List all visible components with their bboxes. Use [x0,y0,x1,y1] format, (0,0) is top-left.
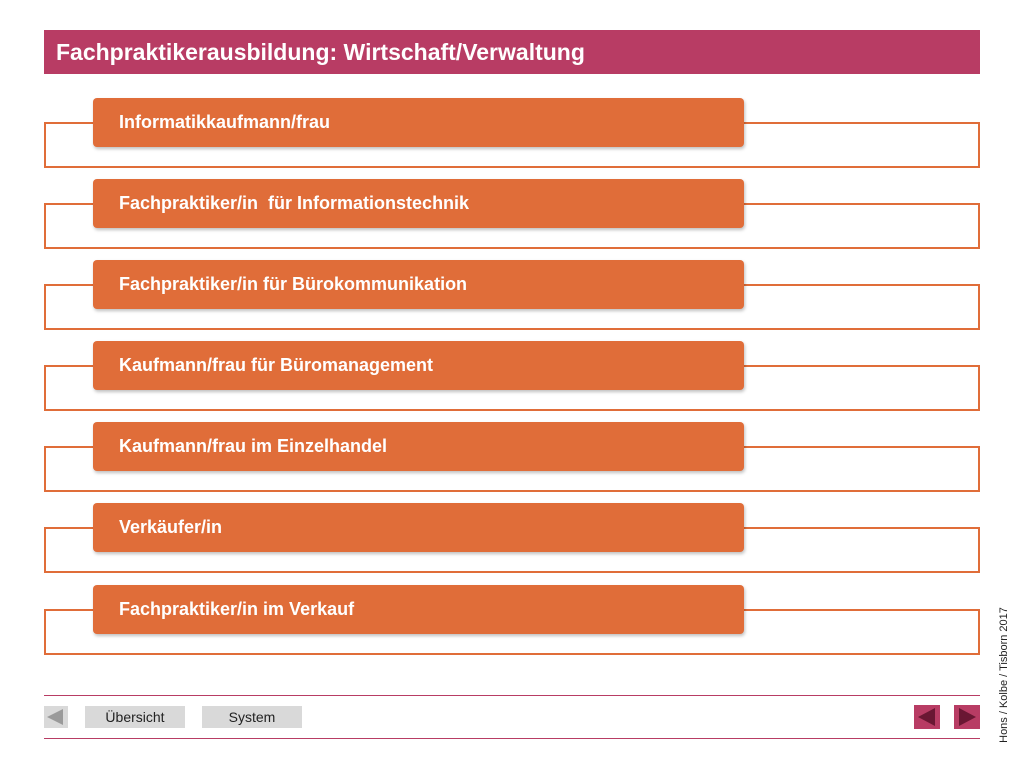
prev-slide-button[interactable] [914,705,940,729]
item-label: Informatikkaufmann/frau [119,112,331,132]
page-title: Fachpraktikerausbildung: Wirtschaft/Verw… [56,39,585,65]
triangle-left-icon [47,709,63,725]
item-label: Fachpraktiker/in für Bürokommunikation [119,274,468,294]
item-box[interactable]: Informatikkaufmann/frau [93,98,744,147]
divider-top [44,695,980,696]
divider-bottom [44,738,980,739]
uebersicht-button[interactable]: Übersicht [85,706,185,728]
item-box[interactable]: Fachpraktiker/in im Verkauf [93,585,744,634]
credit-text: Hons / Kolbe / Tisborn 2017 [998,607,1010,743]
back-button[interactable] [44,706,68,728]
triangle-left-icon [918,708,935,726]
item-label: Kaufmann/frau für Büromanagement [119,355,434,375]
item-box[interactable]: Verkäufer/in [93,503,744,552]
list-item: Fachpraktiker/in im Verkauf [44,585,980,655]
item-box[interactable]: Kaufmann/frau im Einzelhandel [93,422,744,471]
title-bar: Fachpraktikerausbildung: Wirtschaft/Verw… [44,30,980,74]
item-label: Fachpraktiker/in im Verkauf [119,599,355,619]
triangle-right-icon [959,708,976,726]
item-box[interactable]: Kaufmann/frau für Büromanagement [93,341,744,390]
next-slide-button[interactable] [954,705,980,729]
item-label: Kaufmann/frau im Einzelhandel [119,436,388,456]
item-box[interactable]: Fachpraktiker/in für Informationstechnik [93,179,744,228]
system-button[interactable]: System [202,706,302,728]
list-item: Fachpraktiker/in für Bürokommunikation [44,260,980,330]
item-label: Fachpraktiker/in für Informationstechnik [119,193,470,213]
list-item: Informatikkaufmann/frau [44,98,980,168]
list-item: Kaufmann/frau für Büromanagement [44,341,980,411]
list-item: Verkäufer/in [44,503,980,573]
item-box[interactable]: Fachpraktiker/in für Bürokommunikation [93,260,744,309]
list-item: Fachpraktiker/in für Informationstechnik [44,179,980,249]
item-label: Verkäufer/in [119,517,223,537]
list-item: Kaufmann/frau im Einzelhandel [44,422,980,492]
